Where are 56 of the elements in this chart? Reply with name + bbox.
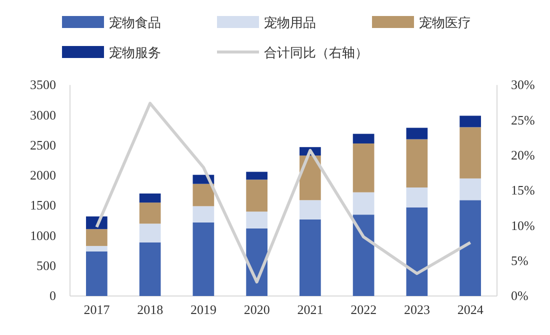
bar: [192, 206, 214, 222]
legend-label: 宠物食品: [109, 16, 161, 31]
bar: [352, 134, 374, 144]
y2-tick-label: 25%: [511, 112, 535, 128]
bar: [246, 180, 268, 212]
bar: [86, 229, 108, 246]
y-tick-label: 1000: [30, 228, 56, 243]
bar: [192, 184, 214, 206]
y-tick-label: 3500: [30, 77, 56, 92]
bar: [300, 219, 321, 296]
bar: [406, 187, 428, 208]
bar: [86, 251, 108, 296]
bar: [139, 202, 161, 224]
y2-tick-label: 20%: [511, 147, 535, 162]
bar: [139, 224, 161, 242]
x-tick-label: 2018: [137, 302, 164, 318]
bar: [352, 192, 374, 215]
x-tick-label: 2023: [404, 302, 430, 318]
bar: [139, 194, 161, 203]
legend-label: 合计同比（右轴）: [264, 46, 368, 61]
y2-tick-label: 15%: [511, 182, 535, 198]
y-tick-label: 3000: [30, 107, 56, 122]
y-tick-label: 2000: [30, 168, 56, 183]
x-tick-label: 2020: [244, 302, 270, 318]
bar: [460, 127, 481, 178]
y2-tick-label: 10%: [511, 218, 535, 233]
bar: [246, 172, 268, 180]
x-tick-label: 2024: [457, 302, 484, 318]
y2-tick-label: 5%: [511, 252, 528, 268]
x-tick-label: 2021: [297, 302, 324, 318]
bar: [300, 200, 321, 220]
y-tick-label: 0: [50, 288, 56, 304]
line-series: [95, 102, 472, 284]
bar: [86, 246, 108, 252]
y2-tick-label: 0%: [511, 288, 528, 304]
bar: [406, 128, 428, 140]
x-tick-label: 2017: [84, 302, 110, 318]
bar: [246, 212, 268, 228]
y2-tick-label: 30%: [511, 77, 535, 92]
bar: [192, 222, 214, 296]
x-tick-label: 2019: [190, 302, 216, 318]
bar: [352, 214, 374, 296]
bar: [139, 242, 161, 296]
bar: [460, 200, 481, 296]
bar: [460, 116, 481, 128]
bar: [352, 143, 374, 192]
legend-label: 宠物服务: [109, 46, 161, 61]
y-tick-label: 2500: [30, 137, 56, 152]
x-tick-label: 2022: [350, 302, 377, 318]
y-tick-label: 1500: [30, 198, 56, 213]
bar: [406, 207, 428, 296]
bar: [406, 139, 428, 188]
bar: [460, 178, 481, 200]
y-tick-label: 500: [36, 258, 56, 274]
legend-label: 宠物用品: [264, 16, 316, 31]
legend-label: 宠物医疗: [419, 16, 471, 31]
